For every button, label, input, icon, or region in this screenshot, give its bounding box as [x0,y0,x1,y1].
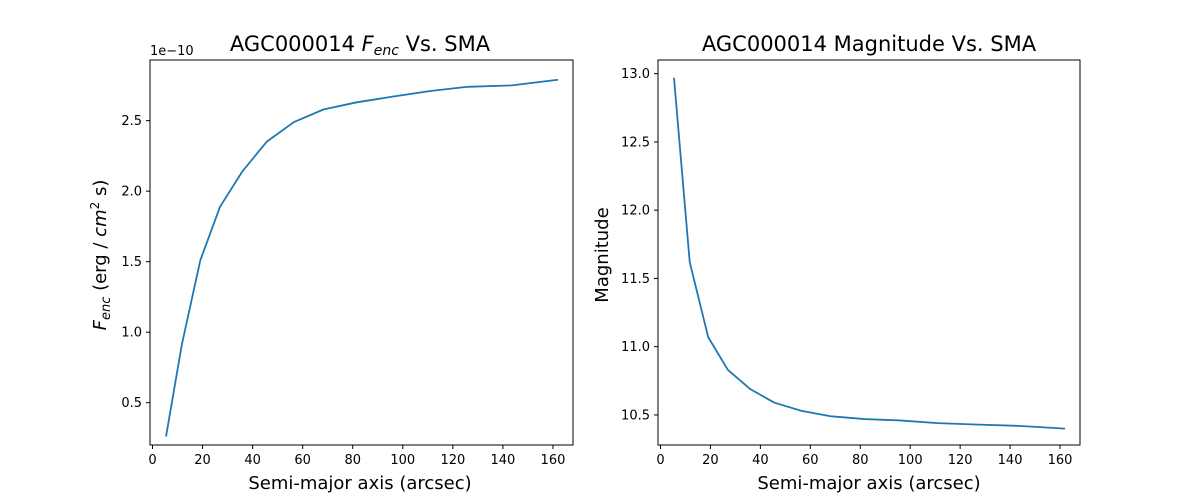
x-tick-label: 160 [541,453,566,468]
x-tick-label: 120 [440,453,465,468]
ticks: 0 20 40 60 80 100 120 140 160 0.5 1.0 1.5 2.0 2.5 [121,114,565,468]
title-suffix: Vs. SMA [399,32,491,56]
y-axis-label: Magnitude [592,207,613,302]
series-line [165,78,559,437]
y-tick-label: 1.0 [121,326,142,341]
y-tick-label: 2.5 [121,114,142,129]
x-tick-label: 0 [148,453,156,468]
plot-frame [149,59,574,446]
x-tick-label: 60 [294,453,311,468]
y-tick-label: 11.0 [621,340,650,355]
x-tick-label: 40 [244,453,261,468]
ticks: 0 20 40 60 80 100 120 140 160 10.5 11.0 11.5 12.0 12.… [621,67,1072,468]
y-tick-label: 2.0 [121,185,142,200]
ylabel-end: s) [90,180,111,202]
title-prefix: AGC000014 [230,32,362,56]
chart-title: AGC000014 Magnitude Vs. SMA [702,32,1037,56]
title-subscript: enc [374,43,399,59]
title-symbol: F [362,32,375,56]
x-tick-label: 140 [998,453,1023,468]
y-tick-label: 10.5 [621,408,650,423]
x-tick-label: 40 [752,453,769,468]
x-tick-label: 80 [344,453,361,468]
x-tick-label: 60 [802,453,819,468]
y-tick-label: 0.5 [121,396,142,411]
x-tick-label: 20 [194,453,211,468]
x-tick-label: 20 [702,453,719,468]
x-tick-label: 160 [1048,453,1073,468]
ylabel-symbol: F [90,319,111,330]
x-tick-label: 80 [852,453,869,468]
x-tick-label: 120 [948,453,973,468]
plot-frame [657,59,1081,446]
y-tick-label: 11.5 [621,272,650,287]
ylabel-subscript: enc [99,297,114,320]
chart-magnitude: AGC000014 Magnitude Vs. SMA Semi-major a… [592,32,1081,494]
y-offset-text: 1e−10 [150,44,194,59]
chart-fenc: AGC000014 Fenc Vs. SMA 1e−10 Semi-major … [88,32,574,494]
y-tick-label: 12.5 [621,135,650,150]
y-tick-label: 13.0 [621,67,650,82]
x-tick-label: 0 [656,453,664,468]
marks [673,77,1066,430]
ylabel-unit: cm [90,209,111,236]
x-axis-label: Semi-major axis (arcsec) [248,473,471,494]
x-axis-label: Semi-major axis (arcsec) [757,473,980,494]
y-tick-label: 12.0 [621,204,650,219]
ylabel-mid: (erg / [90,237,111,297]
series-line [673,77,1066,430]
x-tick-label: 100 [390,453,415,468]
y-tick-label: 1.5 [121,255,142,270]
ylabel-power: 2 [88,202,102,210]
x-tick-label: 100 [898,453,923,468]
marks [165,78,559,437]
chart-title: AGC000014 Fenc Vs. SMA [230,32,491,59]
y-axis-label: Fenc (erg / cm2 s) [88,180,114,331]
x-tick-label: 140 [491,453,516,468]
